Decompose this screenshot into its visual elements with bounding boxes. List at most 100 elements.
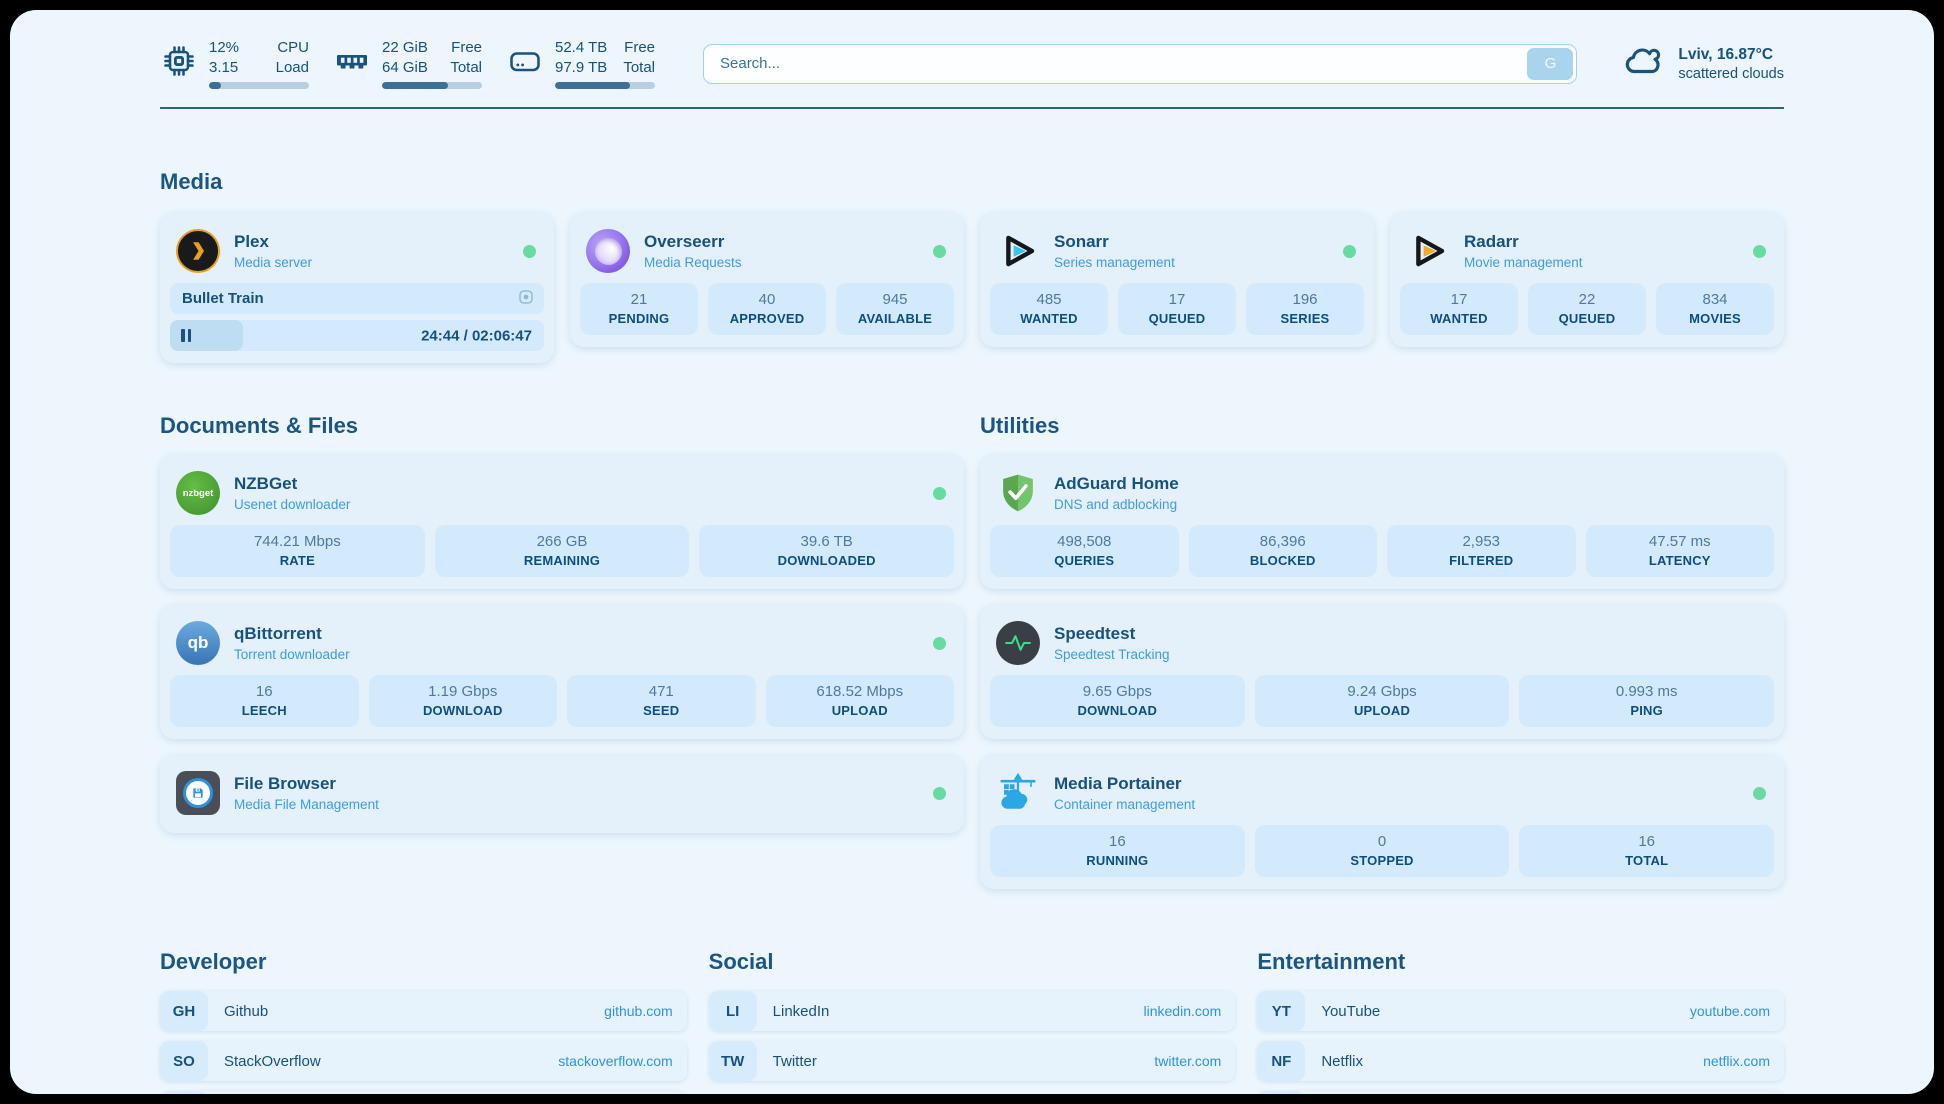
stat-pill: 618.52 Mbps UPLOAD <box>765 675 954 727</box>
bookmark-abbr: TW <box>708 1041 757 1081</box>
stat-pill: 39.6 TB DOWNLOADED <box>699 525 955 577</box>
stop-icon[interactable] <box>517 288 535 310</box>
bookmark-netflix[interactable]: NF Netflix netflix.com <box>1257 1041 1784 1081</box>
section-social: Social LI LinkedIn linkedin.com TW Twitt… <box>708 949 1236 1094</box>
bookmark-url[interactable]: youtube.com <box>1689 1003 1770 1019</box>
bookmark-reddit[interactable]: RE Reddit reddit.com <box>1257 1091 1784 1094</box>
stat-pill: 16 RUNNING <box>990 825 1245 877</box>
search-engine-button[interactable]: G <box>1527 47 1574 80</box>
stat-pill: 266 GB REMAINING <box>434 525 690 577</box>
weather-widget: Lviv, 16.87°C scattered clouds <box>1623 40 1784 87</box>
bookmark-youtube[interactable]: YT YouTube youtube.com <box>1257 991 1784 1031</box>
app-card-radarr[interactable]: Radarr Movie management 17 WANTED 22 QUEUE… <box>1390 213 1784 347</box>
stat-pill: 0 STOPPED <box>1254 825 1510 877</box>
app-title: Media Portainer <box>1054 774 1182 793</box>
cpu-stat: 12% 3.15 CPU Load <box>160 38 309 89</box>
stat-pill: 22 QUEUED <box>1528 283 1646 335</box>
app-title: NZBGet <box>234 474 298 493</box>
app-card-plex[interactable]: Plex Media server Bullet Train <box>160 213 554 363</box>
player-progress-bar[interactable]: 24:44 / 02:06:47 <box>170 320 544 351</box>
speedtest-icon <box>996 621 1040 665</box>
app-title: Radarr <box>1464 232 1519 251</box>
stat-pill: 21 PENDING <box>580 283 698 335</box>
bookmark-url[interactable]: github.com <box>604 1003 673 1019</box>
app-card-portainer[interactable]: Media Portainer Container management 16 R… <box>980 755 1784 889</box>
app-card-filebrowser[interactable]: File Browser Media File Management <box>160 755 964 833</box>
bookmark-name: Netflix <box>1321 1052 1364 1070</box>
bookmark-url[interactable]: twitter.com <box>1154 1053 1222 1069</box>
section-media: Media Plex Media server Bullet Train <box>160 169 1784 363</box>
stat-pill: 744.21 Mbps RATE <box>170 525 425 577</box>
top-bar: 12% 3.15 CPU Load <box>160 38 1784 89</box>
bookmark-linkedin[interactable]: LI LinkedIn linkedin.com <box>708 991 1236 1031</box>
app-subtitle: Media server <box>234 255 313 270</box>
app-subtitle: Movie management <box>1464 255 1583 270</box>
stat-pill: 485 WANTED <box>990 283 1108 335</box>
bookmark-name: StackOverflow <box>224 1052 321 1070</box>
disk-icon <box>506 38 544 84</box>
app-title: File Browser <box>234 774 337 793</box>
bookmark-abbr: DT <box>160 1091 208 1094</box>
app-subtitle: Media Requests <box>644 255 742 270</box>
app-subtitle: Usenet downloader <box>234 497 351 512</box>
cpu-value-top: 12% <box>209 39 240 56</box>
bookmark-twitter[interactable]: TW Twitter twitter.com <box>708 1041 1236 1081</box>
cpu-label-top: CPU <box>277 39 309 56</box>
section-heading-utilities: Utilities <box>980 413 1060 438</box>
app-subtitle: DNS and adblocking <box>1054 497 1178 512</box>
app-card-overseerr[interactable]: Overseerr Media Requests 21 PENDING 40 APP… <box>570 213 964 347</box>
disk-stat: 52.4 TB 97.9 TB Free Total <box>506 38 655 89</box>
bookmark-abbr: SO <box>160 1041 208 1081</box>
cloud-icon <box>1623 40 1665 87</box>
section-developer: Developer GH Github github.com SO StackO… <box>160 949 687 1094</box>
weather-condition: scattered clouds <box>1678 65 1784 82</box>
overseerr-icon <box>586 229 630 273</box>
header-divider <box>160 107 1784 109</box>
filebrowser-icon <box>176 771 220 815</box>
bookmark-name: Github <box>224 1002 269 1020</box>
ram-label-top: Free <box>451 39 482 56</box>
bookmark-url[interactable]: stackoverflow.com <box>558 1053 673 1069</box>
system-stats: 12% 3.15 CPU Load <box>160 38 655 89</box>
qbittorrent-icon: qb <box>176 621 220 665</box>
bookmark-dev[interactable]: DT DEV dev.to <box>160 1091 687 1094</box>
app-card-sonarr[interactable]: Sonarr Series management 485 WANTED 17 QUE… <box>980 213 1374 347</box>
stat-pill: 2,953 FILTERED <box>1387 525 1576 577</box>
stat-pill: 498,508 QUERIES <box>990 525 1179 577</box>
section-utilities: Utilities <box>980 413 1784 889</box>
bookmark-url[interactable]: linkedin.com <box>1143 1003 1222 1019</box>
app-card-adguard[interactable]: AdGuard Home DNS and adblocking 498,508 Q… <box>980 455 1784 589</box>
app-card-nzbget[interactable]: nzbget NZBGet Usenet downloader 744.21 M… <box>160 455 964 589</box>
search-input[interactable] <box>703 43 1578 84</box>
section-heading-media: Media <box>160 169 223 194</box>
sonarr-icon <box>996 229 1040 273</box>
stat-pill: 16 LEECH <box>170 675 359 727</box>
bookmark-abbr: RE <box>1257 1091 1306 1094</box>
plex-icon <box>176 229 220 273</box>
bookmark-stackoverflow[interactable]: SO StackOverflow stackoverflow.com <box>160 1041 687 1081</box>
dashboard-page: 12% 3.15 CPU Load <box>10 10 1934 1094</box>
stat-pill: 834 MOVIES <box>1656 283 1774 335</box>
bookmark-github[interactable]: GH Github github.com <box>160 991 687 1031</box>
ram-value-bottom: 64 GiB <box>382 58 428 76</box>
stat-pill: 471 SEED <box>567 675 756 727</box>
ram-icon <box>333 38 371 84</box>
bookmark-abbr: YT <box>1257 991 1306 1031</box>
bookmark-name: YouTube <box>1321 1002 1381 1020</box>
app-card-qbittorrent[interactable]: qb qBittorrent Torrent downloader 16 LEEC… <box>160 605 964 739</box>
status-online-dot <box>933 786 946 800</box>
cpu-value-bottom: 3.15 <box>209 58 239 76</box>
stat-pill: 196 SERIES <box>1246 283 1364 335</box>
app-title: Speedtest <box>1054 624 1136 643</box>
bookmark-abbr: GH <box>160 991 208 1031</box>
status-online-dot <box>523 244 536 258</box>
ram-progress-bar <box>382 82 482 89</box>
pause-icon[interactable] <box>181 329 191 342</box>
stat-pill: 17 QUEUED <box>1118 283 1236 335</box>
app-subtitle: Container management <box>1054 797 1196 812</box>
bookmark-url[interactable]: netflix.com <box>1703 1053 1770 1069</box>
app-subtitle: Speedtest Tracking <box>1054 647 1170 662</box>
adguard-icon <box>996 471 1040 515</box>
radarr-icon <box>1406 229 1450 273</box>
app-card-speedtest[interactable]: Speedtest Speedtest Tracking 9.65 Gbps DO… <box>980 605 1784 739</box>
